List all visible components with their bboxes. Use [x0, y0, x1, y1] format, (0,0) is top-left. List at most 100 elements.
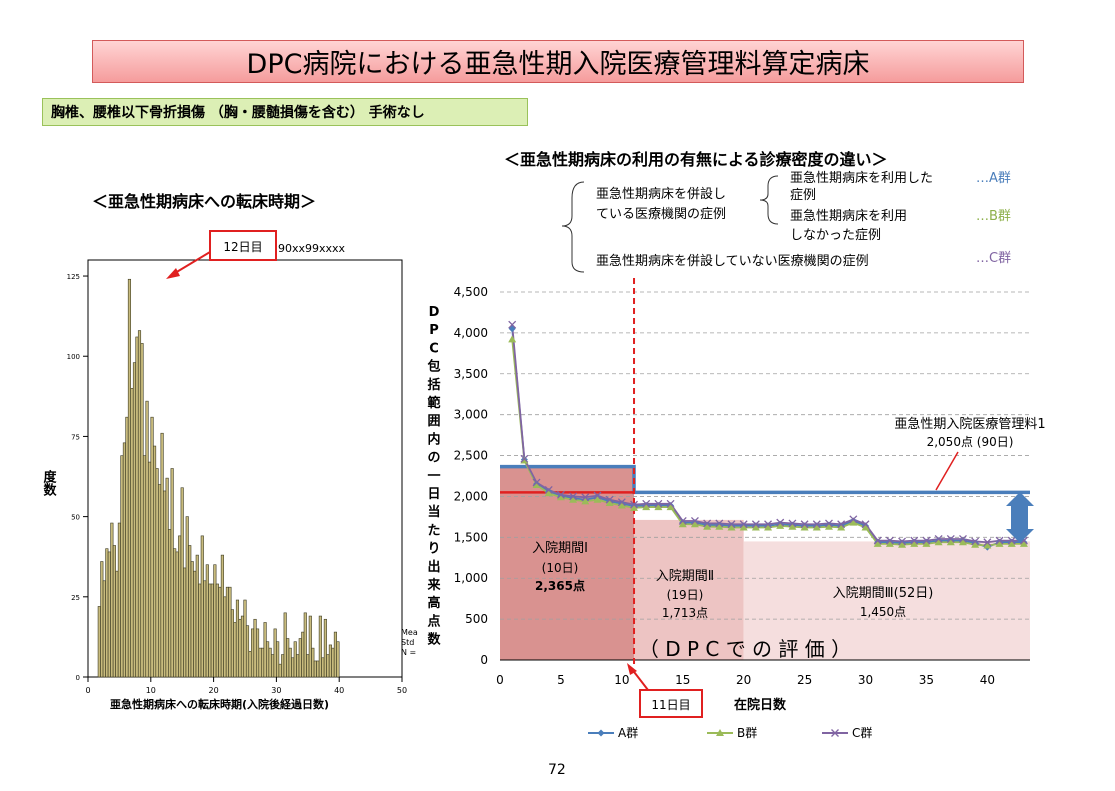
- legend-group-label-1: 亜急性期病床を併設し: [596, 186, 726, 202]
- period2-region: [634, 519, 744, 660]
- line-point: [837, 520, 846, 529]
- line-point: [958, 538, 967, 546]
- stats-mean: Mea: [401, 628, 418, 637]
- line-point: [654, 499, 663, 508]
- line-point: [764, 520, 773, 529]
- line-point: [630, 503, 639, 511]
- line-point: [751, 523, 760, 531]
- line-point: [764, 523, 773, 531]
- line-point: [716, 729, 724, 736]
- line-point: [642, 503, 651, 511]
- ylabel-char: 括: [427, 377, 440, 393]
- ylabel-char: 出: [427, 559, 440, 575]
- callout-12-arrowhead: [166, 268, 180, 279]
- histogram-bars: [97, 278, 340, 678]
- line-xtick-label: 5: [557, 673, 565, 687]
- line-chart-xlabel: 在院日数: [734, 697, 787, 713]
- legend-group-label-2: ている医療機関の症例: [596, 207, 726, 222]
- line-grid: 0 500 1,000 1,500 2,000 2,500 3,000 3,500 4,000 4…: [454, 285, 1030, 667]
- callout-12-label: 12日目: [223, 240, 262, 254]
- ylabel-char: P: [429, 323, 439, 338]
- line-point: [520, 454, 529, 463]
- line-point: [873, 536, 882, 545]
- line-xtick-label: 40: [980, 673, 995, 687]
- line-point: [824, 522, 833, 530]
- line-point: [678, 520, 687, 528]
- line-point: [597, 729, 605, 737]
- line-point: [800, 520, 809, 529]
- legend-b-text-2: しなかった症例: [790, 228, 881, 243]
- line-point: [581, 497, 590, 505]
- line-point: [873, 539, 882, 547]
- histogram-ytick-label: 125: [67, 273, 80, 281]
- line-point: [666, 499, 675, 508]
- histogram-bar: [308, 615, 312, 678]
- line-point: [946, 538, 955, 546]
- line-xtick-label: 30: [858, 673, 873, 687]
- histogram-ytick-label: 50: [71, 514, 80, 522]
- line-point: [861, 523, 870, 531]
- line-legend: A群 B群 C群: [588, 726, 872, 740]
- histogram-xtick-label: 40: [334, 686, 344, 695]
- slide-title: DPC病院における亜急性期入院医療管理料算定病床: [92, 40, 1024, 83]
- line-point: [605, 498, 614, 506]
- line-point: [678, 517, 687, 525]
- callout-11-box: [639, 689, 703, 718]
- histogram-ytick-label: 25: [71, 594, 80, 602]
- line-point: [800, 523, 809, 531]
- line-point: [995, 536, 1004, 545]
- right-heading: ＜亜急性期病床の利用の有無による診療密度の違い＞: [504, 150, 888, 169]
- line-ytick-label: 500: [465, 612, 488, 626]
- period1-name: 入院期間Ⅰ: [532, 541, 588, 556]
- line-point: [959, 535, 967, 543]
- line-point: [642, 499, 651, 508]
- line-point: [898, 537, 907, 546]
- line-point: [971, 537, 980, 546]
- fee-annotation-pointer: [935, 451, 959, 491]
- line-point: [556, 493, 565, 501]
- line-xtick-label: 20: [736, 673, 751, 687]
- ylabel-char: 当: [427, 504, 440, 520]
- ylabel-char: 点: [427, 613, 440, 629]
- line-xtick-label: 10: [614, 673, 629, 687]
- line-point: [544, 485, 553, 494]
- histogram-overlay-text: 90xx99xxxx: [278, 242, 346, 255]
- line-point: [593, 491, 602, 500]
- line-xtick-label: 35: [919, 673, 934, 687]
- line-point: [666, 503, 675, 511]
- line-point: [617, 498, 626, 507]
- line-point: [971, 540, 980, 548]
- line-xtick-label: 0: [496, 673, 504, 687]
- histogram-ylabel: 度数: [41, 469, 57, 497]
- ylabel-char: 内: [427, 431, 440, 447]
- histogram-xtick-label: 30: [271, 686, 281, 695]
- line-point: [776, 518, 785, 527]
- line-point: [617, 501, 626, 509]
- callout-11-arrowhead: [627, 663, 637, 675]
- ylabel-char: 数: [427, 632, 441, 648]
- line-point: [727, 523, 736, 531]
- line-point: [934, 538, 943, 546]
- line-point: [654, 503, 663, 511]
- line-point: [581, 493, 590, 502]
- line-point: [690, 517, 699, 525]
- line-point: [812, 523, 821, 531]
- line-point: [630, 500, 638, 509]
- fee-annotation-line1: 亜急性期入院医療管理料1: [894, 417, 1045, 432]
- line-point: [751, 520, 760, 529]
- histogram-bar: [318, 615, 322, 678]
- period3-name: 入院期間Ⅲ(52日): [833, 586, 934, 601]
- line-ytick-label: 0: [480, 653, 488, 667]
- line-ytick-label: 2,000: [454, 489, 488, 503]
- line-point: [532, 480, 541, 488]
- line-point: [715, 519, 724, 528]
- line-point: [739, 523, 748, 531]
- line-point: [910, 539, 919, 547]
- line-point: [922, 539, 931, 547]
- legend-b-text-1: 亜急性期病床を利用: [790, 209, 907, 224]
- line-ytick-label: 2,500: [454, 449, 488, 463]
- ylabel-char: 来: [426, 577, 441, 593]
- period1-days: (10日): [542, 561, 579, 575]
